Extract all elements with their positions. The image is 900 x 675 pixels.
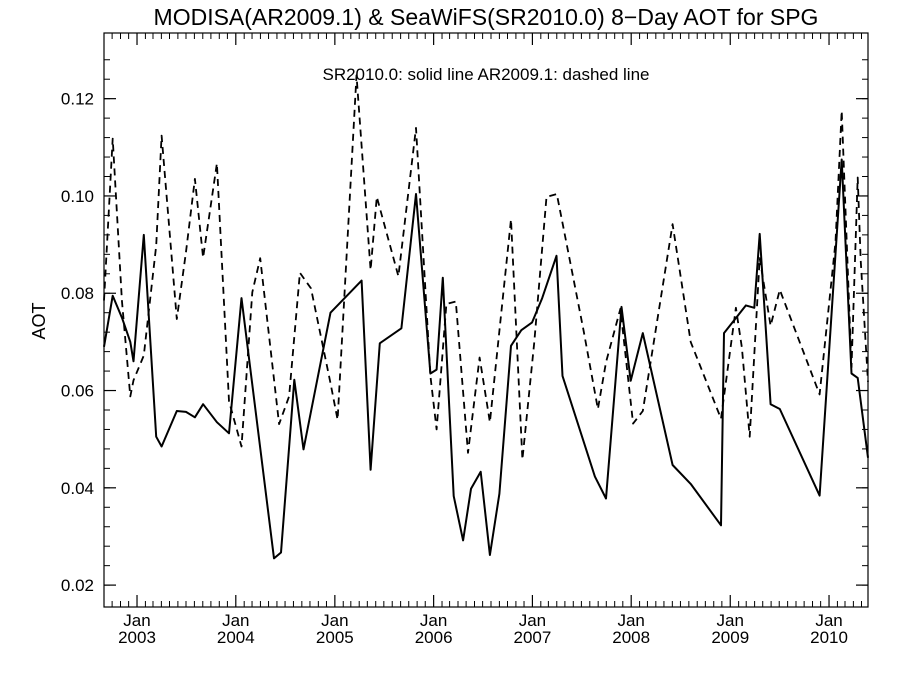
x-tick-year-label: 2003 [118, 628, 156, 647]
x-tick-year-label: 2008 [612, 628, 650, 647]
series-annotation: SR2010.0: solid line AR2009.1: dashed li… [322, 65, 649, 84]
y-tick-label: 0.10 [61, 187, 94, 206]
series-line-ar2009-1 [103, 74, 869, 461]
x-tick-year-label: 2010 [810, 628, 848, 647]
y-tick-label: 0.12 [61, 90, 94, 109]
x-tick-month-label: Jan [420, 611, 447, 630]
x-tick-year-label: 2006 [415, 628, 453, 647]
y-ticks: 0.02 0.04 0.06 0.08 0.10 0.12 [61, 59, 868, 595]
series-layer [103, 74, 869, 560]
chart-title: MODISA(AR2009.1) & SeaWiFS(SR2010.0) 8−D… [154, 4, 819, 30]
y-axis-label: AOT [29, 302, 49, 339]
x-tick-month-label: Jan [815, 611, 842, 630]
x-tick-month-label: Jan [321, 611, 348, 630]
x-tick-month-label: Jan [717, 611, 744, 630]
x-tick-year-label: 2007 [513, 628, 551, 647]
series-line-sr2010-0 [103, 158, 869, 560]
x-tick-year-label: 2009 [711, 628, 749, 647]
x-tick-year-label: 2004 [217, 628, 255, 647]
x-tick-month-label: Jan [123, 611, 150, 630]
y-tick-label: 0.04 [61, 479, 94, 498]
x-tick-year-label: 2005 [316, 628, 354, 647]
y-tick-label: 0.08 [61, 284, 94, 303]
x-tick-month-label: Jan [222, 611, 249, 630]
x-tick-month-label: Jan [617, 611, 644, 630]
x-ticks: Jan2003Jan2004Jan2005Jan2006Jan2007Jan20… [103, 33, 863, 647]
plot-frame [103, 32, 869, 608]
y-tick-label: 0.02 [61, 576, 94, 595]
y-tick-label: 0.06 [61, 382, 94, 401]
x-tick-month-label: Jan [519, 611, 546, 630]
